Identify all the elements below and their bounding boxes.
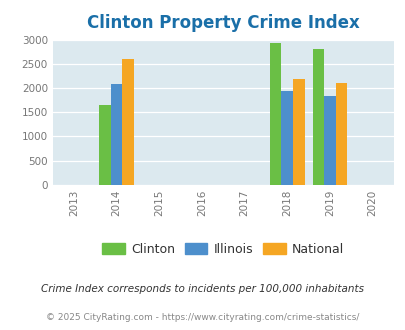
Text: © 2025 CityRating.com - https://www.cityrating.com/crime-statistics/: © 2025 CityRating.com - https://www.city… bbox=[46, 313, 359, 322]
Title: Clinton Property Crime Index: Clinton Property Crime Index bbox=[87, 15, 359, 32]
Bar bbox=[335, 83, 346, 185]
Bar bbox=[312, 49, 323, 185]
Bar bbox=[111, 83, 122, 185]
Bar bbox=[281, 91, 292, 185]
Bar bbox=[292, 79, 304, 185]
Legend: Clinton, Illinois, National: Clinton, Illinois, National bbox=[97, 238, 348, 260]
Bar bbox=[122, 59, 134, 185]
Bar bbox=[323, 95, 335, 185]
Text: Crime Index corresponds to incidents per 100,000 inhabitants: Crime Index corresponds to incidents per… bbox=[41, 284, 364, 294]
Bar bbox=[269, 43, 281, 185]
Bar bbox=[99, 105, 111, 185]
